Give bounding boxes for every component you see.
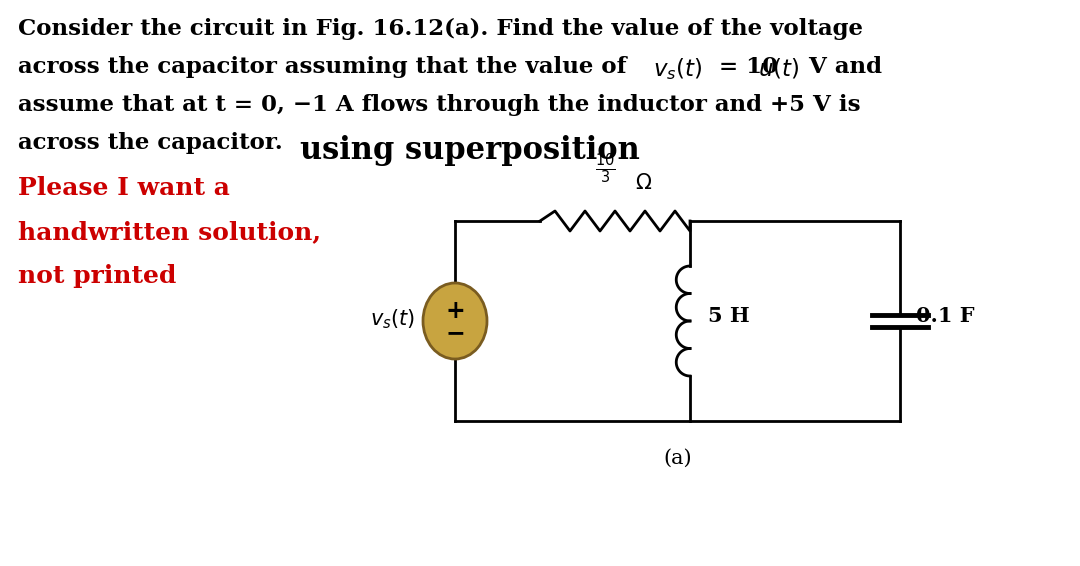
Text: $v_s(t)$: $v_s(t)$: [653, 56, 702, 82]
Text: Please I want a: Please I want a: [18, 176, 230, 200]
Text: handwritten solution,: handwritten solution,: [18, 220, 321, 244]
Ellipse shape: [423, 283, 487, 359]
Text: +: +: [445, 299, 464, 323]
Text: across the capacitor assuming that the value of: across the capacitor assuming that the v…: [18, 56, 635, 78]
Text: $v_s(t)$: $v_s(t)$: [369, 307, 415, 331]
Text: 0.1 F: 0.1 F: [916, 306, 974, 326]
Text: 5 H: 5 H: [708, 306, 750, 326]
Text: V and: V and: [801, 56, 882, 78]
Text: assume that at t = 0, −1 A flows through the inductor and +5 V is: assume that at t = 0, −1 A flows through…: [18, 94, 861, 116]
Text: $u(t)$: $u(t)$: [758, 56, 799, 80]
Text: Consider the circuit in Fig. 16.12(a). Find the value of the voltage: Consider the circuit in Fig. 16.12(a). F…: [18, 18, 863, 40]
Text: −: −: [445, 321, 464, 345]
Text: $\Omega$: $\Omega$: [635, 173, 652, 193]
Text: = 10: = 10: [711, 56, 778, 78]
Text: (a): (a): [663, 449, 692, 468]
Text: across the capacitor.: across the capacitor.: [18, 132, 283, 154]
Text: using superposition: using superposition: [300, 135, 639, 166]
Text: $\frac{10}{3}$: $\frac{10}{3}$: [595, 152, 616, 186]
Text: not printed: not printed: [18, 264, 176, 288]
